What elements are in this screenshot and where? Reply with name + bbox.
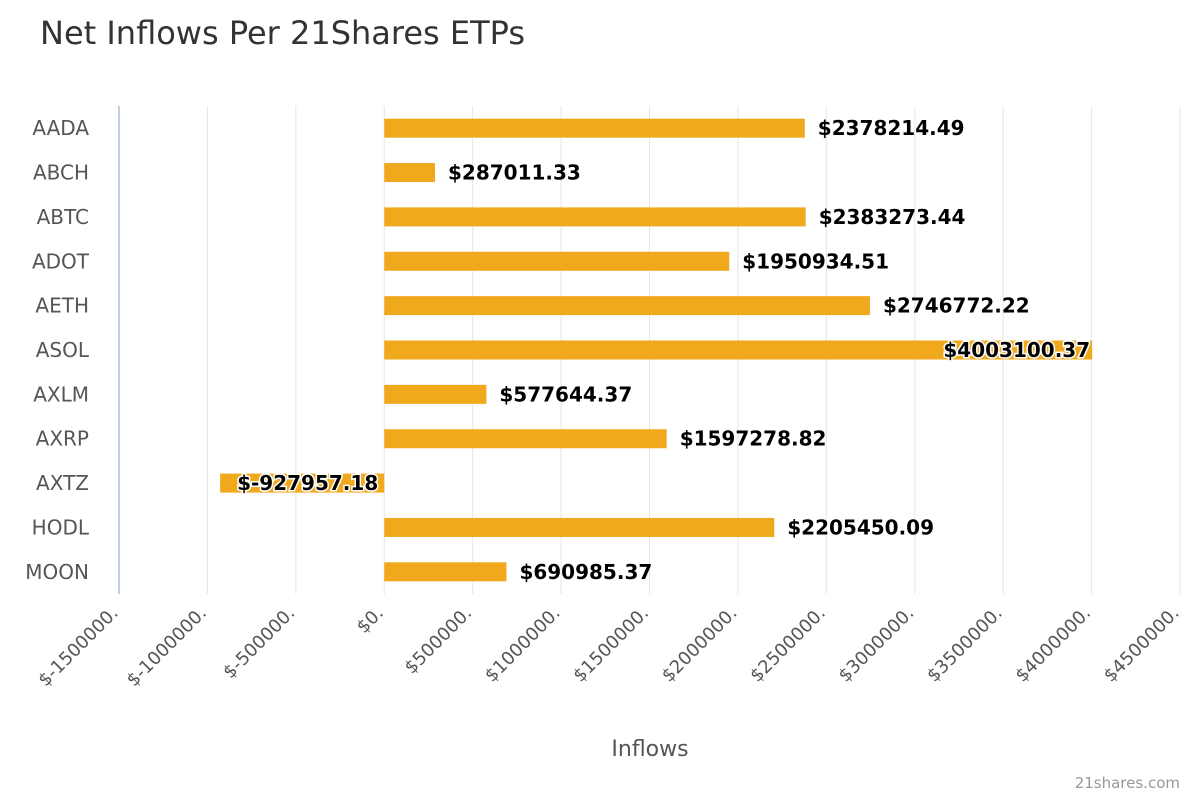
x-tick-label: $500000. [401,603,477,679]
data-label: $1597278.82 [680,427,827,451]
x-tick-label: $-500000. [219,603,299,683]
x-tick-label: $1500000. [569,603,653,687]
bar [384,429,667,449]
bar [384,118,805,138]
bar [384,296,870,316]
data-labels: $2378214.49 $287011.33 $2383273.44 $1950934… [236,116,1092,584]
category-label: AADA [32,116,89,140]
data-label: $287011.33 [448,161,581,185]
category-label: AETH [35,294,89,318]
data-label: $2383273.44 [819,205,966,229]
bar [384,517,775,537]
category-label: ABTC [37,205,89,229]
bar [384,384,487,404]
x-axis-title: Inflows [611,737,688,762]
credit-text: 21shares.com [1074,774,1180,792]
bar [384,207,806,227]
data-label: $-927957.18 [237,471,378,495]
category-label: ASOL [36,338,90,362]
x-tick-label: $3500000. [923,603,1007,687]
x-tick-label: $4000000. [1011,603,1095,687]
data-label: $2746772.22 [883,294,1030,318]
bar [384,562,507,582]
data-label: $2205450.09 [787,515,934,539]
chart-title: Net Inflows Per 21Shares ETPs [40,14,526,52]
x-tick-label: $2000000. [658,603,742,687]
category-label: ADOT [32,249,90,273]
data-label: $690985.37 [519,560,652,584]
x-tick-label: $2500000. [746,603,830,687]
category-label: AXLM [33,382,89,406]
category-label: AXRP [36,427,89,451]
category-label: HODL [32,515,90,539]
bar [220,473,385,493]
x-tick-label: $1000000. [481,603,565,687]
bar [384,163,436,183]
category-labels: AADA ABCH ABTC ADOT AETH ASOL AXLM AXRP AXTZ HODL… [25,116,90,584]
x-tick-labels: $-1500000. $-1000000. $-500000. $0. $500000.… [34,603,1183,691]
bar [384,251,730,271]
x-tick-label: $-1000000. [123,603,211,691]
data-label: $1950934.51 [742,249,889,273]
bars [220,118,1093,582]
data-label: $4003100.37 [943,338,1090,362]
category-label: AXTZ [36,471,89,495]
x-tick-label: $0. [353,603,388,638]
data-label: $577644.37 [499,382,632,406]
data-label: $2378214.49 [818,116,965,140]
category-label: MOON [25,560,89,584]
category-label: ABCH [33,161,89,185]
x-tick-label: $-1500000. [34,603,122,691]
x-tick-label: $3000000. [835,603,919,687]
x-tick-label: $4500000. [1100,603,1184,687]
bar [384,340,1093,360]
